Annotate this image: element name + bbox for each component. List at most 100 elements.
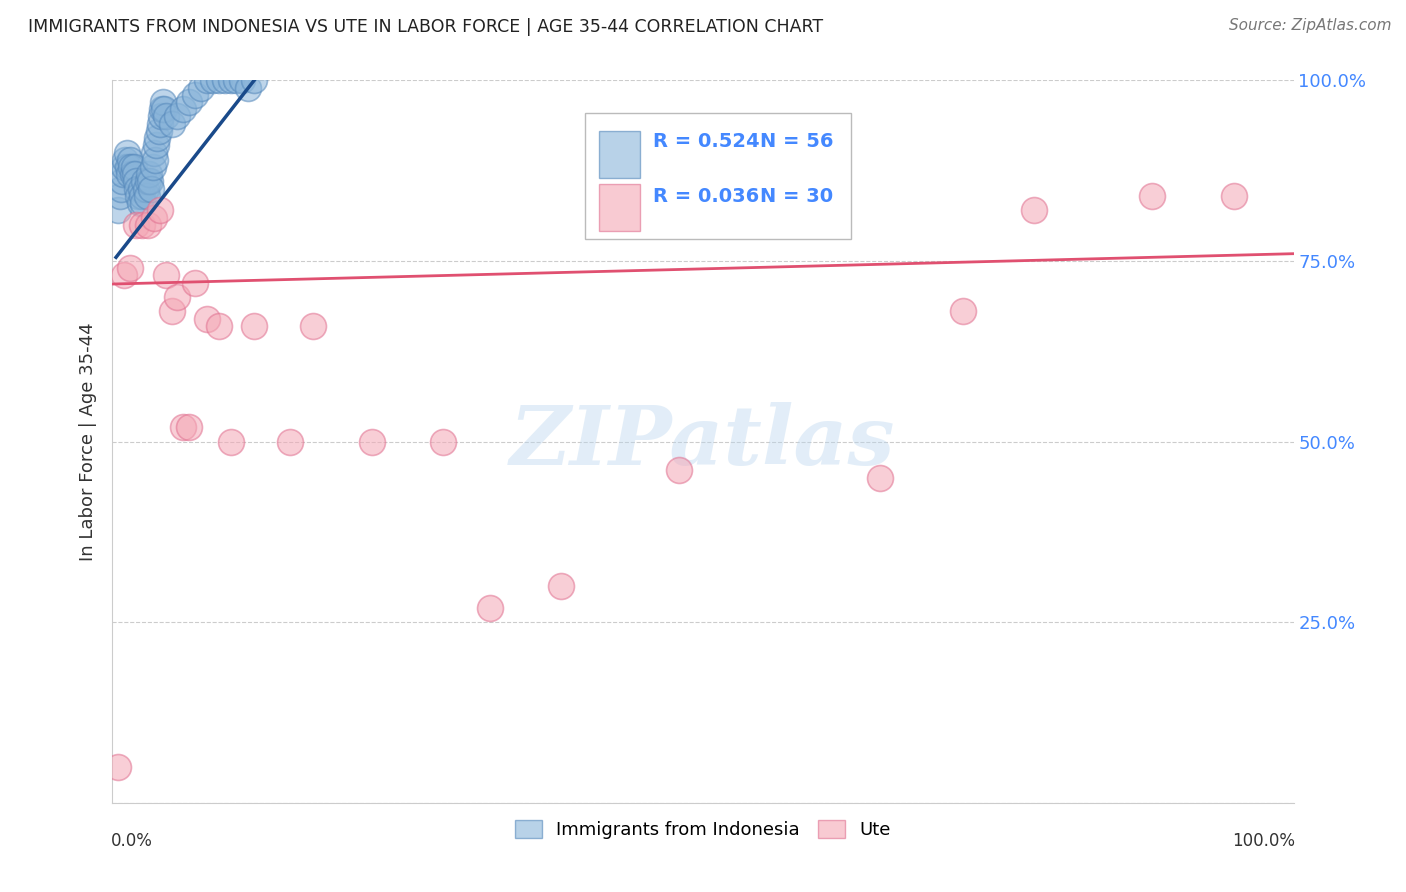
Point [160, 304, 183, 318]
Point [869, 470, 891, 484]
Point [111, 174, 134, 188]
Point [124, 167, 146, 181]
Point [112, 167, 135, 181]
Point [132, 196, 155, 211]
Text: 0.0%: 0.0% [111, 831, 153, 850]
Point [118, 167, 141, 181]
Point [952, 304, 974, 318]
Point [149, 203, 172, 218]
Point [1223, 189, 1246, 203]
Point [136, 218, 159, 232]
Point [1140, 189, 1163, 203]
Point [195, 73, 218, 87]
Point [127, 182, 149, 196]
Point [135, 182, 157, 196]
Point [138, 167, 160, 181]
Text: IMMIGRANTS FROM INDONESIA VS UTE IN LABOR FORCE | AGE 35-44 CORRELATION CHART: IMMIGRANTS FROM INDONESIA VS UTE IN LABO… [28, 18, 824, 36]
Point [121, 167, 143, 181]
Point [136, 174, 159, 188]
Point [214, 73, 236, 87]
Text: N = 56: N = 56 [759, 132, 834, 152]
Point [134, 174, 156, 188]
Point [112, 160, 135, 174]
Text: R = 0.524: R = 0.524 [654, 132, 761, 152]
Point [149, 117, 172, 131]
Point [302, 318, 325, 333]
Point [208, 73, 231, 87]
Point [201, 73, 224, 87]
Point [128, 196, 150, 211]
Point [184, 87, 207, 102]
Point [120, 160, 142, 174]
FancyBboxPatch shape [599, 184, 640, 230]
Point [143, 153, 166, 167]
Point [225, 73, 247, 87]
Point [172, 420, 194, 434]
Point [145, 138, 167, 153]
Point [114, 153, 136, 167]
Point [125, 218, 148, 232]
Point [550, 579, 572, 593]
Point [231, 73, 253, 87]
Point [120, 261, 142, 276]
Point [155, 110, 177, 124]
Text: ZIPatlas: ZIPatlas [510, 401, 896, 482]
Point [238, 80, 260, 95]
Point [278, 434, 301, 449]
Point [135, 189, 157, 203]
Point [150, 102, 173, 116]
Point [152, 95, 174, 109]
Point [166, 290, 188, 304]
FancyBboxPatch shape [599, 131, 640, 178]
Point [219, 73, 242, 87]
Point [120, 153, 142, 167]
Point [160, 117, 183, 131]
Point [142, 145, 165, 160]
Point [195, 311, 218, 326]
Point [479, 600, 502, 615]
Point [117, 160, 139, 174]
Point [142, 211, 165, 225]
Point [172, 102, 194, 116]
Point [125, 174, 148, 188]
Point [142, 160, 165, 174]
Text: N = 30: N = 30 [759, 187, 832, 206]
Point [166, 110, 188, 124]
Legend: Immigrants from Indonesia, Ute: Immigrants from Indonesia, Ute [506, 811, 900, 848]
Point [146, 131, 169, 145]
Point [179, 420, 201, 434]
FancyBboxPatch shape [585, 112, 851, 239]
Text: Source: ZipAtlas.com: Source: ZipAtlas.com [1229, 18, 1392, 33]
Point [153, 102, 176, 116]
Point [208, 318, 231, 333]
Point [107, 203, 129, 218]
Point [155, 268, 177, 283]
Point [131, 218, 153, 232]
Point [179, 95, 201, 109]
Point [139, 174, 162, 188]
Point [129, 182, 152, 196]
Point [243, 318, 266, 333]
Point [112, 268, 135, 283]
Point [243, 73, 266, 87]
Point [108, 189, 131, 203]
Point [131, 189, 153, 203]
Point [148, 124, 170, 138]
Point [110, 182, 132, 196]
Point [141, 182, 163, 196]
Text: R = 0.036: R = 0.036 [654, 187, 759, 206]
Point [361, 434, 384, 449]
Point [1022, 203, 1045, 218]
Point [122, 160, 145, 174]
Y-axis label: In Labor Force | Age 35-44: In Labor Force | Age 35-44 [79, 322, 97, 561]
Text: 100.0%: 100.0% [1232, 831, 1295, 850]
Point [668, 463, 690, 477]
Point [219, 434, 242, 449]
Point [149, 110, 172, 124]
Point [432, 434, 454, 449]
Point [190, 80, 212, 95]
Point [107, 760, 129, 774]
Point [184, 276, 207, 290]
Point [127, 189, 149, 203]
Point [115, 145, 138, 160]
